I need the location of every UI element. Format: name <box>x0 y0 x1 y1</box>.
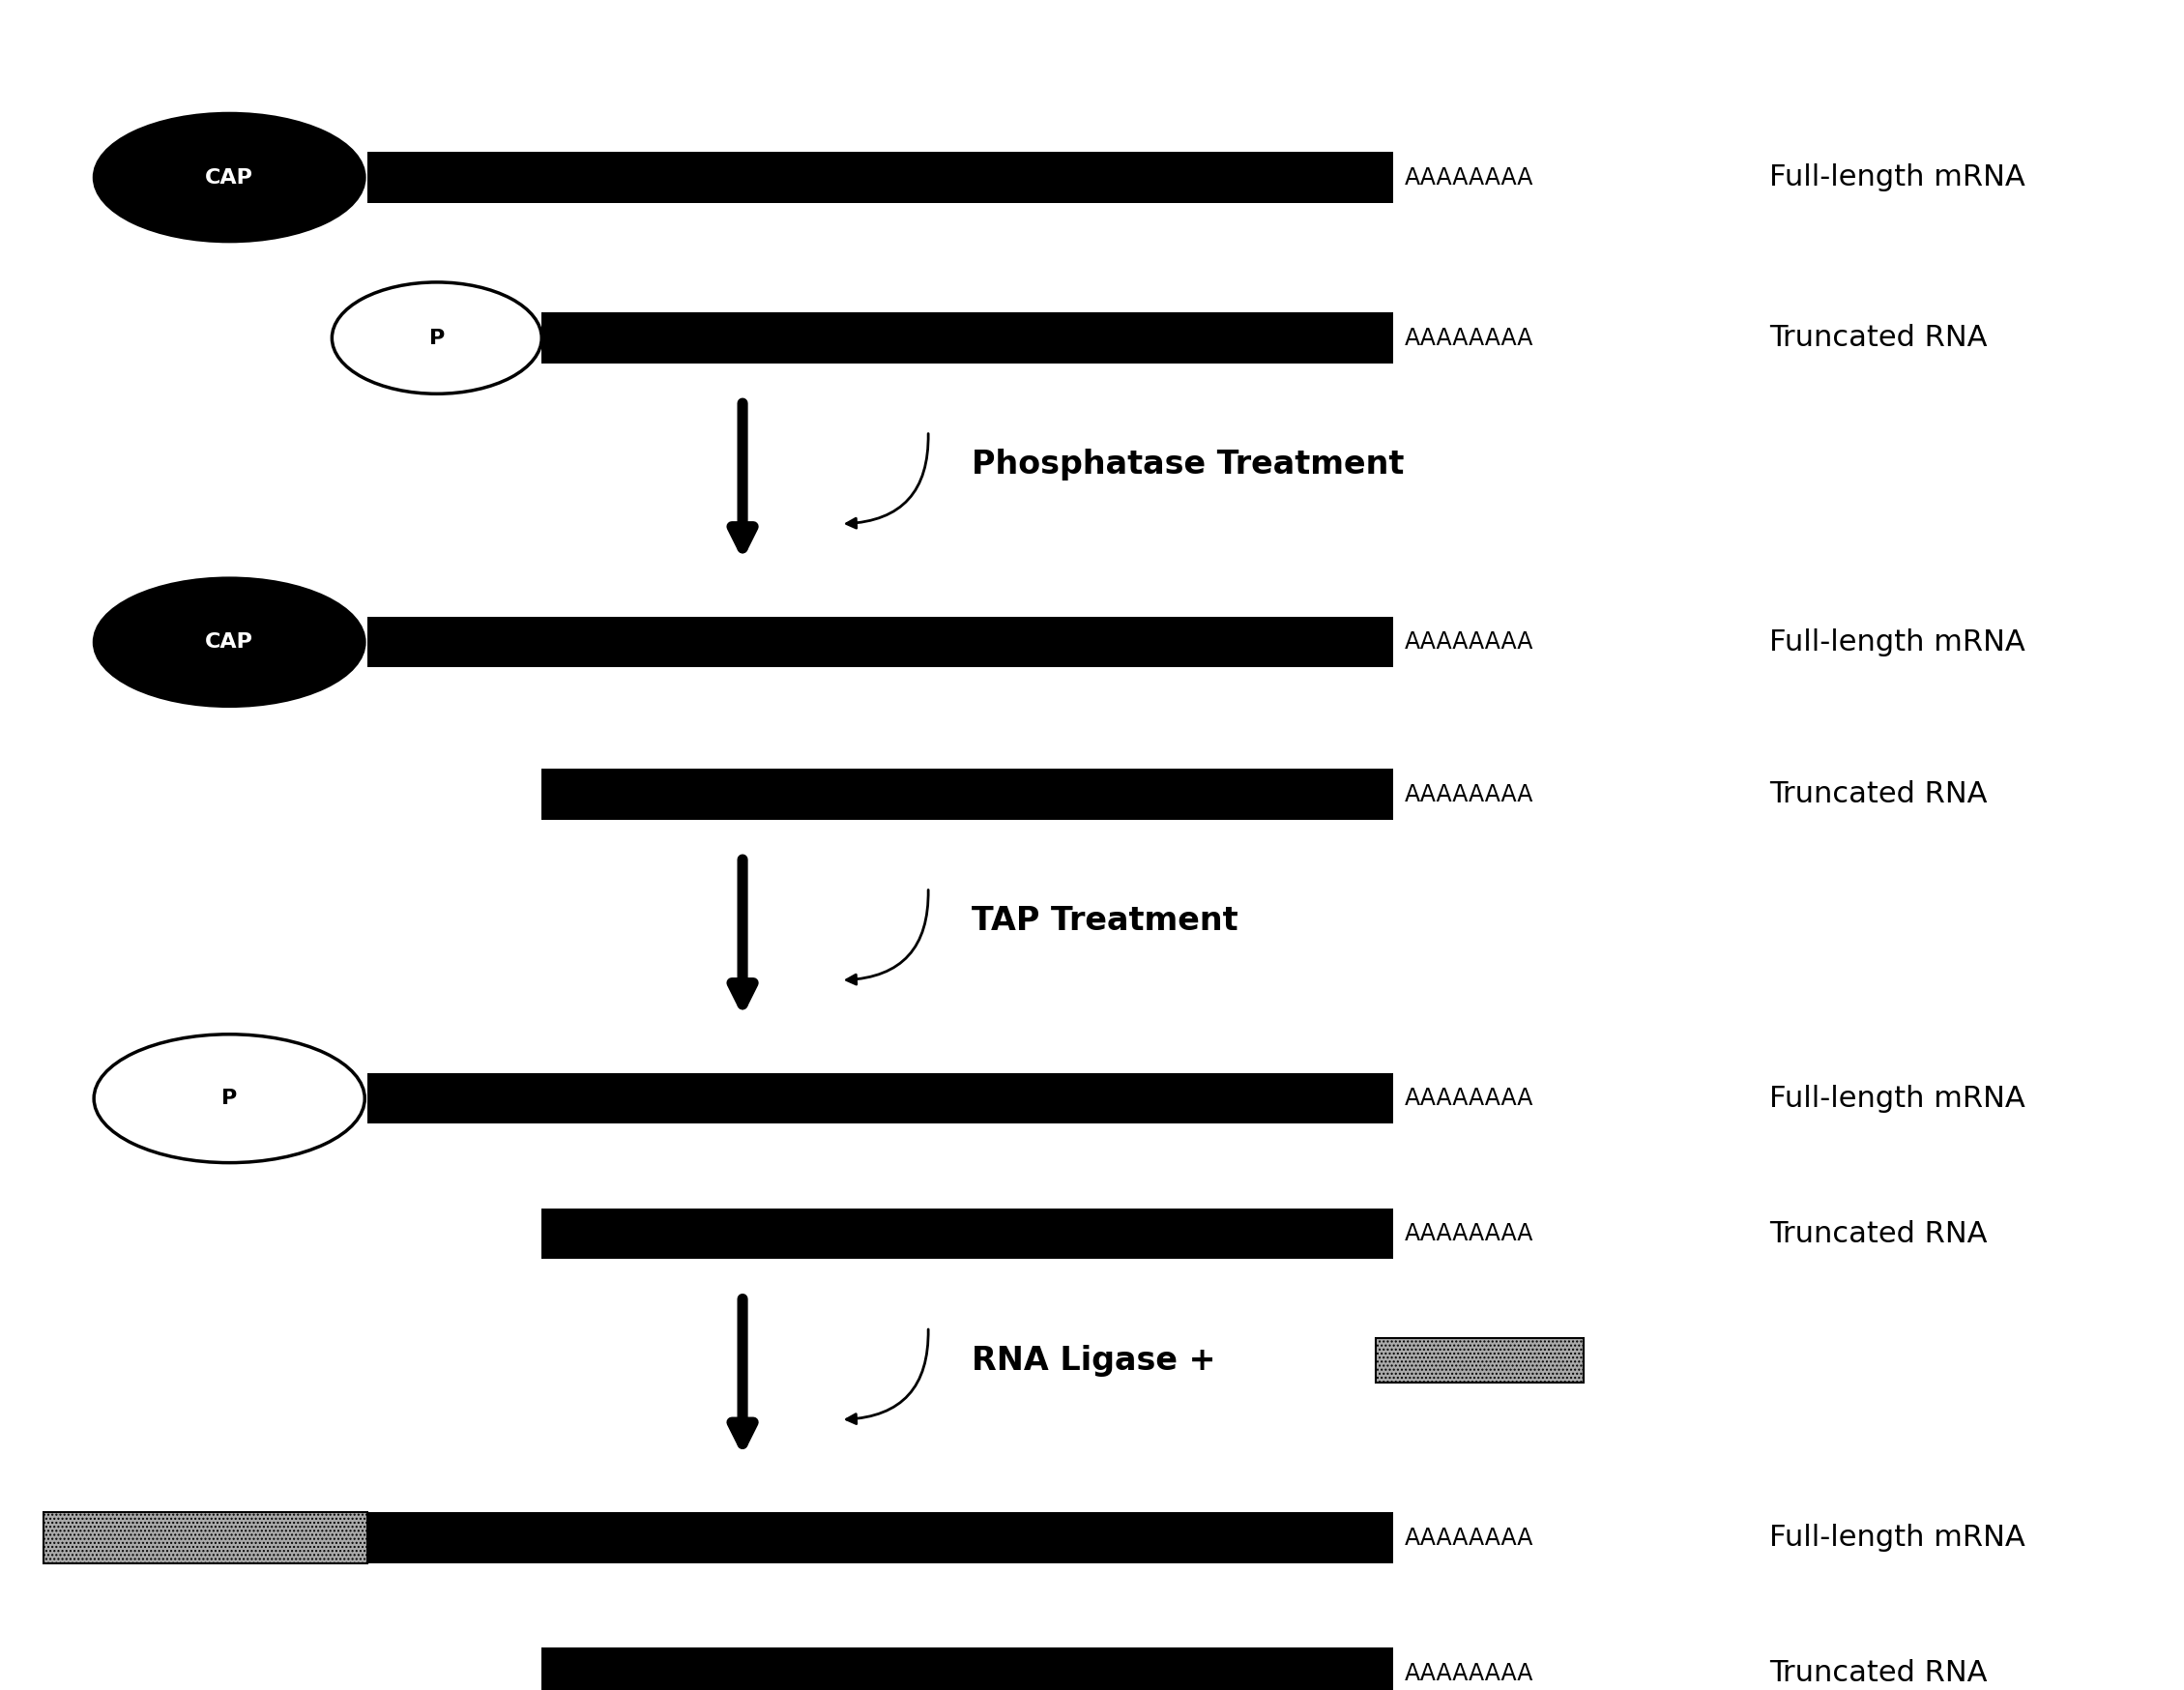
Text: Truncated RNA: Truncated RNA <box>1769 781 1987 808</box>
Text: Full-length mRNA: Full-length mRNA <box>1769 1085 2025 1112</box>
Text: P: P <box>428 328 446 348</box>
Bar <box>44 1513 367 1563</box>
Bar <box>542 1648 1393 1690</box>
Text: Full-length mRNA: Full-length mRNA <box>1769 629 2025 656</box>
Text: AAAAAAAA: AAAAAAAA <box>1404 166 1533 189</box>
Bar <box>367 152 1393 203</box>
Text: RNA Ligase +: RNA Ligase + <box>972 1345 1216 1376</box>
Text: TAP Treatment: TAP Treatment <box>972 906 1238 936</box>
Bar <box>367 1073 1393 1124</box>
Text: Full-length mRNA: Full-length mRNA <box>1769 164 2025 191</box>
Bar <box>367 1513 1393 1563</box>
Text: AAAAAAAA: AAAAAAAA <box>1404 326 1533 350</box>
Bar <box>542 769 1393 820</box>
Ellipse shape <box>332 282 542 394</box>
Text: AAAAAAAA: AAAAAAAA <box>1404 1087 1533 1110</box>
Ellipse shape <box>94 113 365 242</box>
Bar <box>367 617 1393 668</box>
Text: AAAAAAAA: AAAAAAAA <box>1404 1661 1533 1685</box>
Text: Truncated RNA: Truncated RNA <box>1769 1660 1987 1687</box>
Bar <box>1376 1338 1583 1382</box>
Text: AAAAAAAA: AAAAAAAA <box>1404 1526 1533 1550</box>
Text: CAP: CAP <box>205 167 253 188</box>
Text: AAAAAAAA: AAAAAAAA <box>1404 782 1533 806</box>
Text: P: P <box>221 1088 238 1109</box>
Text: AAAAAAAA: AAAAAAAA <box>1404 630 1533 654</box>
Bar <box>542 1208 1393 1259</box>
Ellipse shape <box>94 578 365 706</box>
Bar <box>542 313 1393 363</box>
Text: Phosphatase Treatment: Phosphatase Treatment <box>972 450 1404 480</box>
Text: Truncated RNA: Truncated RNA <box>1769 1220 1987 1247</box>
Text: CAP: CAP <box>205 632 253 652</box>
Text: Full-length mRNA: Full-length mRNA <box>1769 1524 2025 1551</box>
Ellipse shape <box>94 1034 365 1163</box>
Text: AAAAAAAA: AAAAAAAA <box>1404 1222 1533 1246</box>
Text: Truncated RNA: Truncated RNA <box>1769 324 1987 352</box>
